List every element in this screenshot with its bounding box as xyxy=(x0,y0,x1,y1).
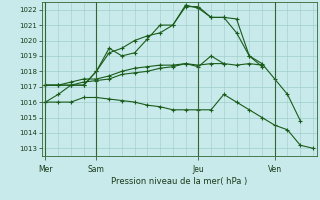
X-axis label: Pression niveau de la mer( hPa ): Pression niveau de la mer( hPa ) xyxy=(111,177,247,186)
